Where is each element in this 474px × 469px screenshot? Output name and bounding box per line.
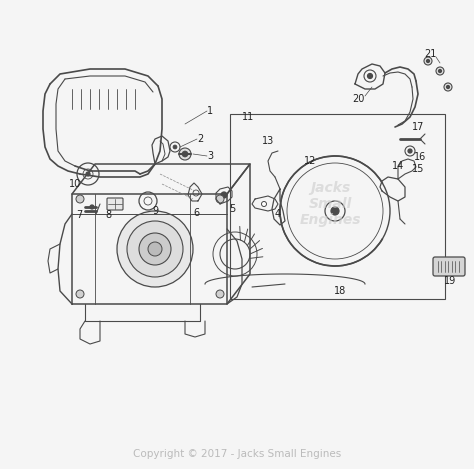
Circle shape	[182, 151, 188, 157]
Circle shape	[173, 145, 177, 149]
Text: 8: 8	[105, 210, 111, 220]
Text: 2: 2	[197, 134, 203, 144]
Text: 12: 12	[304, 156, 316, 166]
Text: 10: 10	[69, 179, 81, 189]
Circle shape	[408, 149, 412, 153]
Text: 1: 1	[207, 106, 213, 116]
Text: 13: 13	[262, 136, 274, 146]
Text: 15: 15	[412, 164, 424, 174]
FancyBboxPatch shape	[433, 257, 465, 276]
Text: Jacks
Small
Engines: Jacks Small Engines	[299, 181, 361, 227]
Text: 17: 17	[412, 122, 424, 132]
Text: 19: 19	[444, 276, 456, 286]
Text: 16: 16	[414, 152, 426, 162]
Circle shape	[148, 242, 162, 256]
Circle shape	[438, 69, 441, 73]
Circle shape	[76, 290, 84, 298]
Circle shape	[216, 195, 224, 203]
Circle shape	[86, 172, 90, 176]
Circle shape	[139, 233, 171, 265]
Circle shape	[179, 148, 191, 160]
Circle shape	[76, 195, 84, 203]
Circle shape	[262, 202, 266, 206]
Text: 20: 20	[352, 94, 364, 104]
Text: 6: 6	[193, 208, 199, 218]
Circle shape	[424, 57, 432, 65]
Text: 5: 5	[229, 204, 235, 214]
Circle shape	[90, 205, 94, 209]
Circle shape	[127, 221, 183, 277]
Text: 4: 4	[275, 209, 281, 219]
FancyBboxPatch shape	[107, 198, 123, 210]
Text: 14: 14	[392, 161, 404, 171]
Circle shape	[221, 192, 227, 198]
Circle shape	[427, 60, 429, 62]
Circle shape	[331, 207, 339, 215]
Text: Copyright © 2017 - Jacks Small Engines: Copyright © 2017 - Jacks Small Engines	[133, 449, 341, 459]
Circle shape	[447, 85, 449, 89]
Circle shape	[436, 67, 444, 75]
Circle shape	[444, 83, 452, 91]
Circle shape	[117, 211, 193, 287]
Text: 18: 18	[334, 286, 346, 296]
Bar	[230, 114, 445, 299]
Circle shape	[216, 290, 224, 298]
Text: 3: 3	[207, 151, 213, 161]
Text: 9: 9	[152, 206, 158, 216]
Text: 21: 21	[424, 49, 436, 59]
Text: 7: 7	[76, 210, 82, 220]
Text: 11: 11	[242, 112, 254, 122]
Circle shape	[367, 74, 373, 78]
